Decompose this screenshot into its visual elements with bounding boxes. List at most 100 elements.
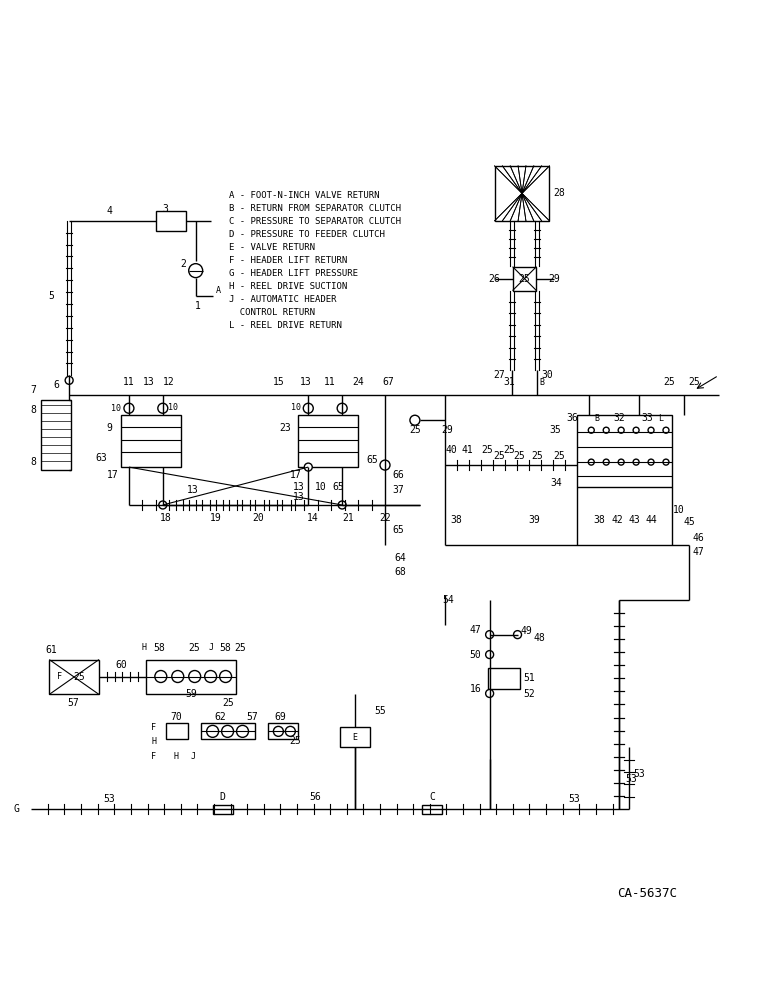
Text: 25: 25 (519, 274, 530, 284)
Text: 8: 8 (30, 457, 36, 467)
Bar (156, 211, 186, 231)
Text: G: G (13, 804, 19, 814)
Text: 10: 10 (111, 404, 121, 413)
Text: C - PRESSURE TO SEPARATOR CLUTCH: C - PRESSURE TO SEPARATOR CLUTCH (229, 217, 401, 226)
Text: 20: 20 (252, 513, 264, 523)
Text: 60: 60 (115, 660, 127, 670)
Text: 19: 19 (210, 513, 222, 523)
Bar (488, 668, 520, 689)
Circle shape (219, 671, 232, 682)
Text: 17: 17 (107, 470, 119, 480)
Text: 48: 48 (533, 633, 545, 643)
Text: 58: 58 (220, 643, 232, 653)
Text: 52: 52 (523, 689, 535, 699)
Text: 25: 25 (409, 425, 421, 435)
Text: 18: 18 (160, 513, 171, 523)
Text: H: H (173, 752, 178, 761)
Circle shape (648, 427, 654, 433)
Text: 25: 25 (73, 672, 85, 682)
Text: 67: 67 (382, 377, 394, 387)
Text: 53: 53 (103, 794, 115, 804)
Bar (422, 805, 442, 814)
Text: 25: 25 (513, 451, 526, 461)
Text: 32: 32 (613, 413, 625, 423)
Text: 70: 70 (170, 712, 181, 722)
Text: 53: 53 (568, 794, 581, 804)
Circle shape (222, 725, 234, 737)
Text: 61: 61 (46, 645, 57, 655)
Circle shape (486, 651, 493, 659)
Text: 16: 16 (470, 684, 482, 694)
Text: 62: 62 (215, 712, 226, 722)
Circle shape (155, 671, 167, 682)
Text: 31: 31 (503, 377, 516, 387)
Text: 25: 25 (494, 451, 506, 461)
Bar (298, 415, 358, 467)
Text: D: D (220, 792, 225, 802)
Text: CONTROL RETURN: CONTROL RETURN (229, 308, 314, 317)
Text: 22: 22 (379, 513, 391, 523)
Text: 27: 27 (494, 370, 506, 380)
Text: 47: 47 (470, 625, 482, 635)
Text: E - VALVE RETURN: E - VALVE RETURN (229, 243, 314, 252)
Text: 10: 10 (673, 505, 685, 515)
Text: 13: 13 (143, 377, 154, 387)
Text: 23: 23 (279, 423, 291, 433)
Text: 25: 25 (188, 643, 200, 653)
Text: 12: 12 (163, 377, 174, 387)
Circle shape (603, 459, 609, 465)
Circle shape (65, 376, 73, 384)
Text: 46: 46 (693, 533, 705, 543)
Text: 15: 15 (273, 377, 284, 387)
Text: 37: 37 (392, 485, 404, 495)
Text: D - PRESSURE TO FEEDER CLUTCH: D - PRESSURE TO FEEDER CLUTCH (229, 230, 384, 239)
Bar (121, 415, 181, 467)
Text: F: F (56, 672, 62, 681)
Text: 39: 39 (529, 515, 540, 525)
Circle shape (486, 631, 493, 639)
Text: L: L (659, 414, 663, 423)
Circle shape (410, 415, 420, 425)
Text: F: F (151, 752, 157, 761)
Circle shape (486, 689, 493, 697)
Text: J: J (190, 752, 195, 761)
Text: 10: 10 (168, 403, 178, 412)
Circle shape (188, 264, 203, 278)
Text: B - RETURN FROM SEPARATOR CLUTCH: B - RETURN FROM SEPARATOR CLUTCH (229, 204, 401, 213)
Text: 65: 65 (332, 482, 344, 492)
Text: B: B (539, 378, 544, 387)
Circle shape (124, 403, 134, 413)
Bar (49, 660, 99, 694)
Text: 25: 25 (482, 445, 493, 455)
Text: 40: 40 (446, 445, 458, 455)
Text: 36: 36 (567, 413, 578, 423)
Circle shape (338, 501, 346, 509)
Text: 55: 55 (374, 706, 386, 716)
Text: 17: 17 (290, 470, 301, 480)
Text: 2: 2 (180, 259, 186, 269)
Text: 44: 44 (645, 515, 657, 525)
Text: 13: 13 (300, 377, 311, 387)
Text: 1: 1 (195, 301, 201, 311)
Text: 58: 58 (153, 643, 164, 653)
Bar (577, 415, 672, 487)
Text: H - REEL DRIVE SUCTION: H - REEL DRIVE SUCTION (229, 282, 347, 291)
Text: 41: 41 (462, 445, 473, 455)
Text: 11: 11 (123, 377, 135, 387)
Text: 38: 38 (450, 515, 462, 525)
Text: 63: 63 (95, 453, 107, 463)
Circle shape (588, 459, 594, 465)
Circle shape (603, 427, 609, 433)
Text: 13: 13 (293, 492, 304, 502)
Text: 13: 13 (187, 485, 198, 495)
Text: 49: 49 (520, 626, 533, 636)
Text: 9: 9 (106, 423, 112, 433)
Text: 4: 4 (106, 206, 112, 216)
Text: 64: 64 (394, 553, 406, 563)
Text: 54: 54 (442, 595, 454, 605)
Circle shape (303, 403, 313, 413)
Text: 65: 65 (366, 455, 378, 465)
Text: 45: 45 (683, 517, 695, 527)
Text: H: H (141, 643, 147, 652)
Text: 10: 10 (314, 482, 326, 492)
